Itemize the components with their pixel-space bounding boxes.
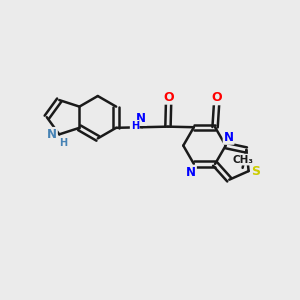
Text: CH₃: CH₃ [232,154,253,165]
Text: N: N [224,131,234,144]
Text: N: N [186,166,196,179]
Text: N: N [136,112,146,125]
Text: O: O [211,91,222,104]
Text: S: S [251,165,260,178]
Text: H: H [130,121,139,131]
Text: O: O [163,91,174,104]
Text: N: N [47,128,57,141]
Text: H: H [59,138,67,148]
